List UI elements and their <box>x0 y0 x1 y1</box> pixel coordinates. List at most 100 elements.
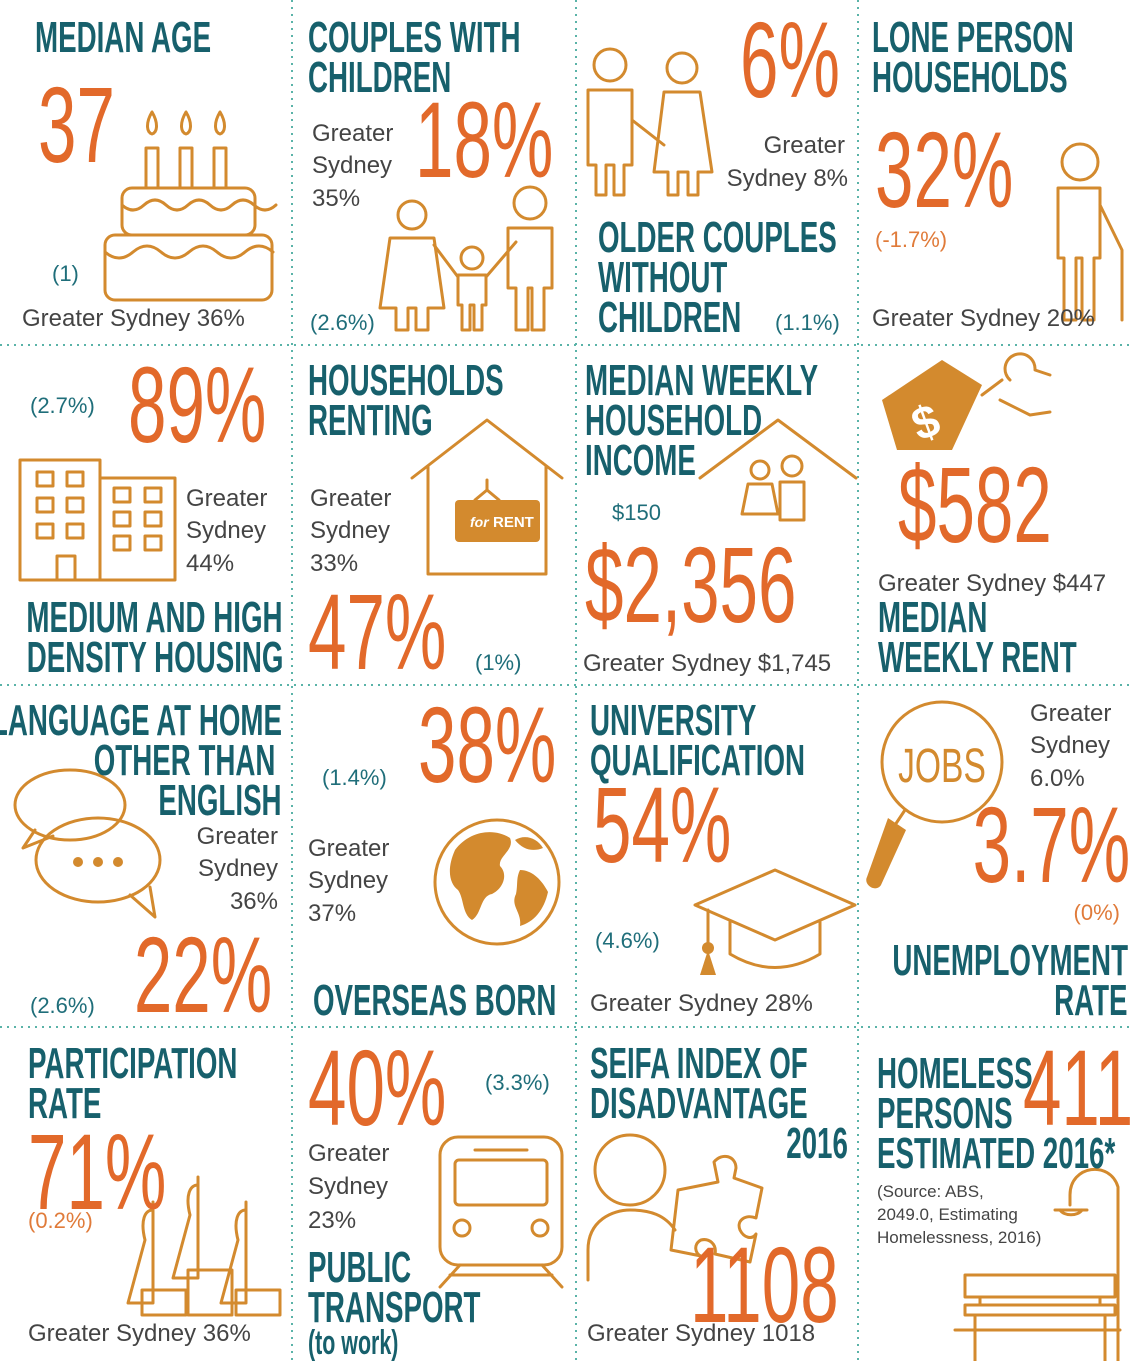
comparison: Sydney 8% <box>726 164 848 192</box>
heading: PUBLIC <box>308 1243 412 1293</box>
heading: SEIFA INDEX OF <box>590 1039 808 1089</box>
heading: RENTING <box>308 396 433 446</box>
stat-value: 71% <box>28 1110 167 1232</box>
stat-value: 22% <box>133 913 272 1035</box>
stat-value: 89% <box>128 343 267 465</box>
change: (1%) <box>475 650 522 676</box>
heading: RATE <box>1054 976 1128 1026</box>
stat-value: 54% <box>593 763 732 885</box>
change: (3.3%) <box>485 1070 550 1096</box>
comparison: Greater <box>1030 699 1112 727</box>
heading: LANGUAGE AT HOME <box>0 696 282 746</box>
comparison: Greater Sydney 36% <box>28 1319 251 1347</box>
heading: DENSITY HOUSING <box>26 633 283 683</box>
comparison: Greater <box>308 1139 390 1167</box>
stat-value: 3.7% <box>972 783 1130 905</box>
comparison: Sydney <box>308 1172 389 1200</box>
cake-icon <box>103 110 278 302</box>
heading: UNEMPLOYMENT <box>892 936 1128 986</box>
family-icon <box>378 185 554 332</box>
heading: MEDIUM AND HIGH <box>26 593 283 643</box>
sign-text: for <box>470 514 490 530</box>
stat-value: $582 <box>898 443 1052 565</box>
stat-value: 411 <box>1022 1026 1133 1148</box>
comparison: 44% <box>186 549 235 577</box>
heading: TRANSPORT <box>308 1283 481 1333</box>
buildings-icon <box>18 458 177 582</box>
sign-text: RENT <box>493 514 534 531</box>
jobs-label: JOBS <box>898 738 986 792</box>
source-note: 2049.0, Estimating <box>877 1204 1018 1224</box>
comparison: Greater Sydney 20% <box>872 304 1095 332</box>
heading: 2016 <box>786 1119 848 1169</box>
comparison: Greater <box>763 131 845 159</box>
stat-value: 1108 <box>690 1223 839 1345</box>
change: (1.1%) <box>775 310 840 336</box>
dots <box>73 857 123 867</box>
heading: MEDIAN AGE <box>35 13 212 63</box>
heading: COUPLES WITH <box>308 13 521 63</box>
heading: OTHER THAN <box>93 736 275 786</box>
stat-value: 40% <box>308 1026 447 1148</box>
change: (1) <box>52 261 79 287</box>
heading: DISADVANTAGE <box>590 1079 808 1129</box>
heading: INCOME <box>585 436 696 486</box>
heading: WEEKLY RENT <box>878 633 1077 683</box>
globe-icon <box>433 818 561 946</box>
heading: LONE PERSON <box>872 13 1074 63</box>
change: (4.6%) <box>595 928 660 954</box>
comparison: Greater <box>310 484 392 512</box>
comparison: Greater Sydney 1018 <box>587 1319 816 1347</box>
heading: RATE <box>28 1079 102 1129</box>
source-note: (Source: ABS, <box>877 1181 984 1201</box>
change: (0.2%) <box>28 1208 93 1234</box>
comparison: 23% <box>308 1206 357 1234</box>
source-note: Homelessness, 2016) <box>877 1227 1042 1247</box>
couple-icon <box>586 47 714 197</box>
rent-house-icon: for RENT <box>410 418 564 576</box>
puzzle-head-icon <box>586 1133 764 1282</box>
heading-note: (to work) <box>308 1323 399 1361</box>
heading: HOMELESS <box>877 1049 1033 1099</box>
stat-value: 32% <box>875 108 1014 230</box>
heading: HOUSEHOLDS <box>872 53 1068 103</box>
heading: MEDIAN WEEKLY <box>585 356 819 406</box>
change: (2.6%) <box>310 310 375 336</box>
stat-value: 38% <box>418 683 557 805</box>
heading: OLDER COUPLES <box>598 213 837 263</box>
comparison: Sydney <box>186 516 267 544</box>
comparison: 37% <box>308 899 357 927</box>
stat-value: 6% <box>740 0 840 120</box>
heading: OVERSEAS BORN <box>313 976 557 1026</box>
comparison: Greater <box>312 119 394 147</box>
income-house-icon <box>698 418 858 522</box>
comparison: Greater <box>196 822 278 850</box>
change: (2.6%) <box>30 993 95 1019</box>
elderly-icon <box>1056 142 1124 322</box>
comparison: Greater <box>186 484 268 512</box>
heading: CHILDREN <box>598 293 742 343</box>
comparison: Sydney <box>310 516 391 544</box>
train-icon <box>438 1135 564 1289</box>
keys-icon: $ <box>882 352 1052 451</box>
comparison: Greater <box>308 834 390 862</box>
heading: WITHOUT <box>598 253 728 303</box>
heading: PERSONS <box>877 1089 1013 1139</box>
change: (2.7%) <box>30 393 95 419</box>
comparison: 6.0% <box>1030 764 1085 792</box>
comparison: 35% <box>312 184 361 212</box>
change: (0%) <box>1073 900 1120 926</box>
heading: MEDIAN <box>878 593 988 643</box>
stat-value: 18% <box>415 78 554 200</box>
heading: ESTIMATED 2016* <box>877 1129 1116 1179</box>
comparison: Sydney <box>312 151 393 179</box>
comparison: Greater Sydney $447 <box>878 569 1107 597</box>
stat-value: 37 <box>38 63 115 185</box>
magnifier-icon: JOBS <box>866 700 1004 889</box>
heading: PARTICIPATION <box>28 1039 238 1089</box>
heading: HOUSEHOLDS <box>308 356 504 406</box>
hands-icon <box>126 1175 282 1317</box>
